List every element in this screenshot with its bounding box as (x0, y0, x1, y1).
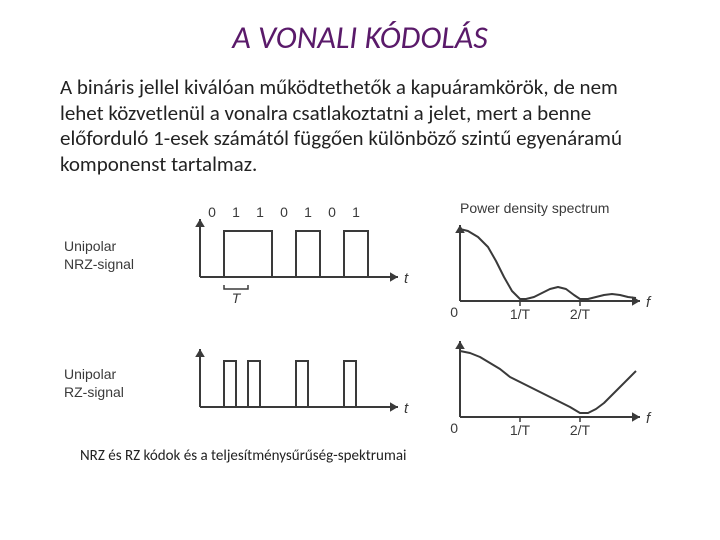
svg-text:1/T: 1/T (510, 422, 531, 438)
svg-text:2/T: 2/T (570, 422, 591, 438)
svg-text:NRZ-signal: NRZ-signal (64, 256, 134, 272)
slide-title: A VONALI KÓDOLÁS (60, 18, 660, 57)
svg-text:0: 0 (208, 204, 216, 220)
svg-text:1: 1 (304, 204, 312, 220)
svg-text:2/T: 2/T (570, 306, 591, 322)
slide-body: A bináris jellel kiválóan működtethetők … (60, 75, 660, 177)
svg-text:T: T (232, 290, 242, 306)
svg-text:Power density spectrum: Power density spectrum (460, 200, 609, 216)
svg-text:RZ-signal: RZ-signal (64, 384, 124, 400)
svg-text:t: t (404, 270, 409, 287)
svg-text:1: 1 (352, 204, 360, 220)
svg-text:Unipolar: Unipolar (64, 366, 116, 382)
svg-text:Unipolar: Unipolar (64, 238, 116, 254)
caption-text: NRZ és RZ kódok és a teljesítménysűrűség… (80, 447, 660, 465)
svg-text:1/T: 1/T (510, 306, 531, 322)
svg-text:1: 1 (232, 204, 240, 220)
svg-text:0: 0 (280, 204, 288, 220)
svg-text:f: f (646, 294, 652, 311)
svg-text:f: f (646, 410, 652, 427)
svg-text:0: 0 (450, 420, 458, 436)
svg-text:0: 0 (450, 304, 458, 320)
svg-text:t: t (404, 400, 409, 417)
nrz-rz-diagram: Unipolar NRZ-signal Unipolar RZ-signal Power… (60, 191, 670, 441)
diagram-container: Unipolar NRZ-signal Unipolar RZ-signal Power… (60, 191, 670, 441)
svg-text:1: 1 (256, 204, 264, 220)
svg-text:0: 0 (328, 204, 336, 220)
